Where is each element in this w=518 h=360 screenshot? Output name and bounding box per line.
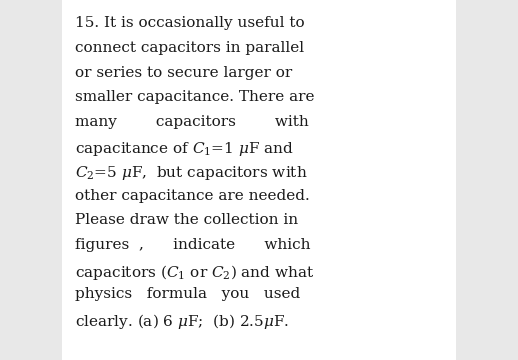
Text: many        capacitors        with: many capacitors with [75,115,309,129]
Text: physics   formula   you   used: physics formula you used [75,288,300,301]
FancyBboxPatch shape [62,0,456,360]
Text: connect capacitors in parallel: connect capacitors in parallel [75,41,304,55]
Text: other capacitance are needed.: other capacitance are needed. [75,189,310,203]
Text: 15. It is occasionally useful to: 15. It is occasionally useful to [75,16,305,30]
Text: smaller capacitance. There are: smaller capacitance. There are [75,90,314,104]
Text: $C_2$=5 $\mu$F,  but capacitors with: $C_2$=5 $\mu$F, but capacitors with [75,164,308,182]
Text: capacitors ($C_1$ or $C_2$) and what: capacitors ($C_1$ or $C_2$) and what [75,263,314,282]
Text: clearly. (a) 6 $\mu$F;  (b) 2.5$\mu$F.: clearly. (a) 6 $\mu$F; (b) 2.5$\mu$F. [75,312,290,331]
Text: or series to secure larger or: or series to secure larger or [75,66,292,80]
Text: figures  ,      indicate      which: figures , indicate which [75,238,311,252]
Text: Please draw the collection in: Please draw the collection in [75,213,298,228]
Text: capacitance of $C_1$=1 $\mu$F and: capacitance of $C_1$=1 $\mu$F and [75,140,294,158]
